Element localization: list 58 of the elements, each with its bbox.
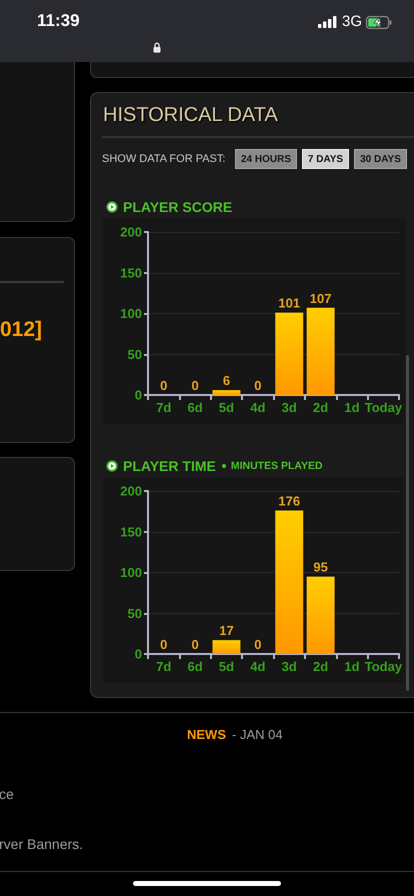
chart-subtitle: MINUTES PLAYED (230, 460, 323, 472)
data-label: 101 (278, 296, 300, 311)
button: 24 HOURS (235, 149, 297, 169)
data-label: 0 (191, 378, 199, 393)
text: - JAN 04 (232, 727, 283, 743)
bar (306, 576, 335, 654)
data-label: 0 (160, 637, 168, 652)
data-label: 17 (219, 623, 234, 638)
x-tick-label: 5d (218, 400, 234, 415)
button: 30 DAYS (354, 149, 407, 169)
x-tick-label: 1d (344, 659, 360, 674)
data-label: 95 (313, 560, 328, 575)
data-label: 176 (278, 494, 300, 509)
button: 7 DAYS (302, 149, 349, 169)
text: 3G (342, 13, 362, 30)
x-tick-label: 7d (156, 400, 172, 415)
text: 11:39 (37, 11, 80, 31)
y-tick-label: 0 (134, 646, 142, 662)
data-label: 0 (254, 378, 262, 393)
text: NEWS (187, 727, 226, 743)
x-tick-label: 1d (344, 400, 360, 415)
data-label: 6 (222, 373, 230, 388)
bar (306, 308, 335, 395)
y-tick-label: 50 (128, 606, 142, 621)
bar (275, 312, 304, 395)
x-tick-label: 4d (250, 659, 266, 674)
x-tick-label: 7d (156, 659, 172, 674)
y-tick-label: 200 (120, 224, 142, 240)
text: SHOW DATA FOR PAST: (102, 153, 226, 165)
x-tick-label: 5d (218, 659, 234, 674)
data-label: 0 (191, 637, 199, 652)
x-tick-label: 6d (187, 659, 203, 674)
y-tick-label: 200 (120, 484, 142, 498)
bar (212, 640, 240, 654)
x-tick-label: 6d (187, 400, 203, 415)
x-tick-label: 3d (282, 400, 297, 415)
x-tick-label: Today (364, 659, 403, 674)
y-tick-label: 150 (120, 265, 142, 280)
y-tick-label: 0 (134, 388, 142, 402)
x-tick-label: 2d (313, 659, 328, 674)
x-tick-label: Today (364, 400, 403, 415)
x-tick-label: 4d (250, 400, 266, 415)
text: 012] (0, 318, 42, 342)
data-label: 0 (254, 637, 262, 652)
text: HISTORICAL DATA (103, 104, 278, 127)
text: rver Banners. (0, 836, 84, 852)
y-tick-label: 150 (120, 524, 142, 540)
bar (275, 510, 304, 654)
bar (212, 390, 240, 395)
y-tick-label: 100 (120, 565, 142, 580)
data-label: 0 (160, 378, 168, 393)
data-label: 107 (310, 290, 332, 306)
y-tick-label: 50 (128, 346, 142, 362)
chart-title: PLAYER TIME (123, 458, 216, 474)
y-tick-label: 100 (120, 306, 142, 321)
x-tick-label: 2d (313, 400, 328, 415)
x-tick-label: 3d (282, 659, 297, 674)
chart-title: PLAYER SCORE (123, 198, 232, 214)
